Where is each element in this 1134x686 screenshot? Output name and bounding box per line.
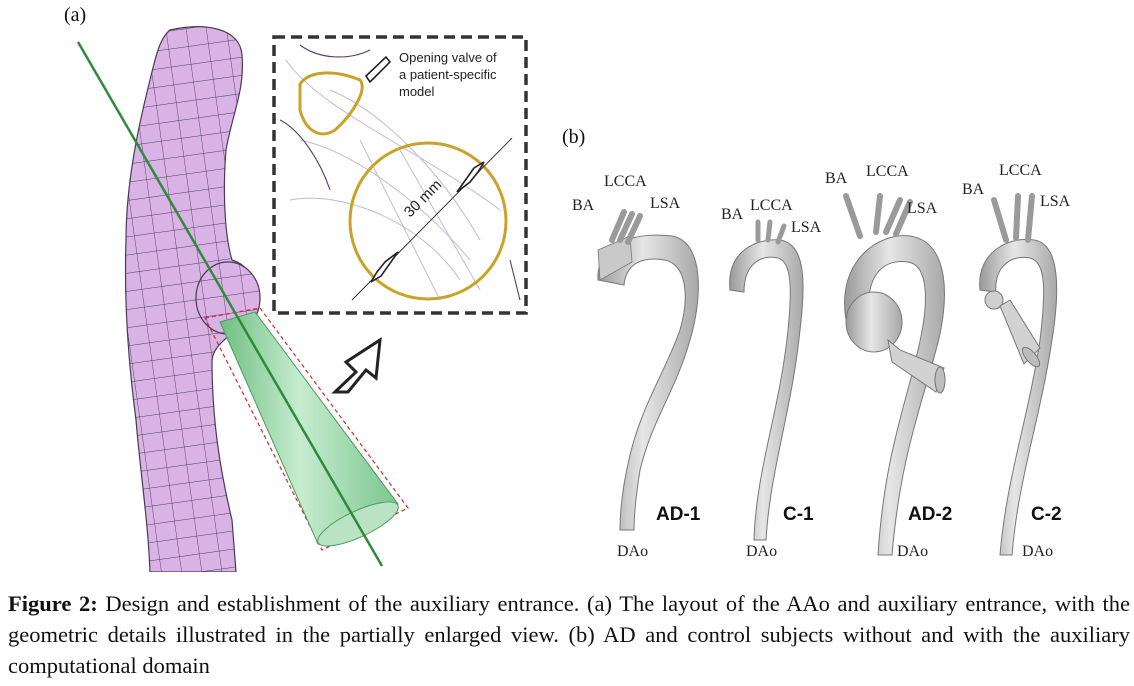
enlarged-view-inset: Opening valve of a patient-specific mode… [272, 35, 528, 315]
figure-graphics: Opening valve of a patient-specific mode… [76, 26, 1071, 572]
ad1-ba-label: BA [572, 197, 595, 214]
c1-lsa-label: LSA [791, 219, 822, 236]
c1-case-label: C-1 [783, 504, 814, 525]
model-ad-2: BA LCCA LSA AD-2 DAo [825, 163, 952, 560]
inlet-circle [348, 141, 508, 301]
ad2-case-label: AD-2 [908, 504, 952, 525]
caption-prefix: Figure 2: [8, 591, 98, 616]
ad2-lcca-label: LCCA [866, 163, 909, 180]
ad1-case-label: AD-1 [656, 504, 701, 525]
c2-dao-label: DAo [1022, 543, 1053, 560]
model-c-1: BA LCCA LSA C-1 DAo [721, 197, 822, 560]
inset-annotation-line-1: Opening valve of [399, 50, 497, 65]
enlarge-arrow-icon [331, 337, 382, 394]
ad2-ba-label: BA [825, 170, 848, 187]
aorta-mesh-model [124, 26, 261, 572]
ad2-lsa-label: LSA [907, 200, 938, 217]
c1-lcca-label: LCCA [750, 197, 793, 214]
figure-2: (a) (b) [64, 4, 1071, 572]
ad1-lsa-label: LSA [650, 195, 681, 212]
c2-lcca-label: LCCA [999, 162, 1042, 179]
inset-annotation-line-3: model [399, 84, 435, 99]
c1-dao-label: DAo [746, 543, 777, 560]
c2-lsa-label: LSA [1040, 193, 1071, 210]
c1-ba-label: BA [721, 206, 744, 223]
panel-a-label: (a) [64, 4, 87, 26]
model-ad-1: BA LCCA LSA AD-1 DAo [572, 173, 701, 560]
caption-text: Design and establishment of the auxiliar… [8, 591, 1130, 678]
c2-ba-label: BA [962, 181, 985, 198]
inset-annotation-line-2: a patient-specific [399, 67, 497, 82]
panel-b-label: (b) [562, 126, 586, 148]
ad1-lcca-label: LCCA [604, 173, 647, 190]
ad1-dao-label: DAo [617, 543, 648, 560]
ad2-dao-label: DAo [897, 543, 928, 560]
c2-case-label: C-2 [1031, 504, 1062, 525]
opening-valve-ring [298, 71, 364, 136]
figure-caption: Figure 2: Design and establishment of th… [8, 588, 1130, 681]
model-c-2: BA LCCA LSA C-2 DAo [962, 162, 1071, 560]
inlet-axis-line [76, 41, 384, 567]
